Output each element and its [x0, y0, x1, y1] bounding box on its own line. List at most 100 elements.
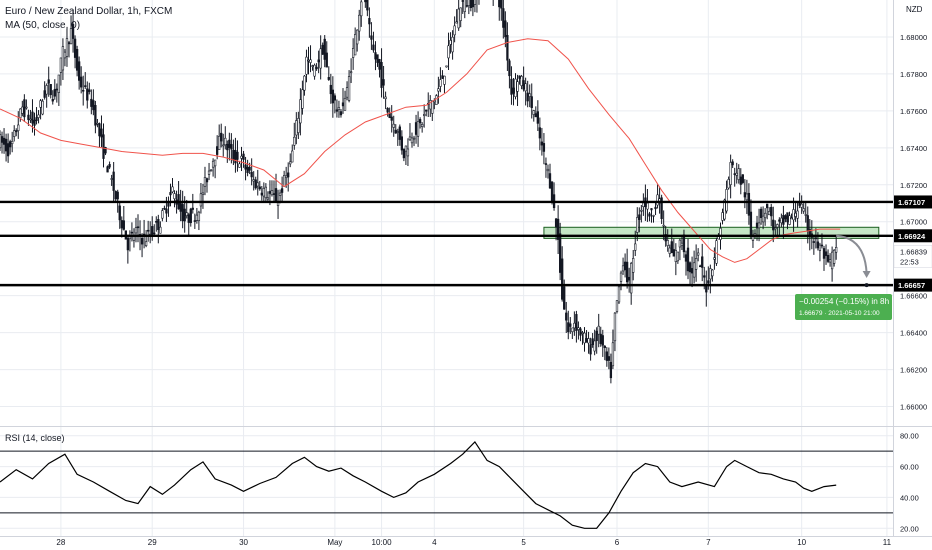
candle-up: [668, 244, 671, 258]
candle-body: [814, 237, 818, 240]
candle-body: [230, 144, 233, 150]
candle-down: [317, 50, 320, 74]
candle-body: [13, 130, 16, 137]
candle-down: [699, 264, 702, 268]
candle-down: [579, 326, 582, 342]
candle-body: [75, 48, 79, 71]
candle-body: [595, 330, 598, 342]
measure-text: −0.00254 (−0.15%) in 8h: [799, 297, 890, 306]
candle-body: [218, 135, 221, 150]
candle-down: [94, 100, 97, 134]
candle-down: [226, 140, 229, 163]
candle-body: [67, 42, 71, 45]
candle-down: [690, 256, 694, 288]
candle-down: [478, 0, 480, 5]
candle-body: [723, 199, 726, 220]
level-price-label: 1.66657: [898, 281, 925, 290]
candle-body: [593, 340, 596, 352]
candle-body: [260, 192, 263, 196]
candle-up: [45, 83, 48, 108]
candle-body: [715, 240, 718, 264]
candle-down: [394, 124, 397, 134]
candle-up: [727, 176, 730, 190]
candle-body: [780, 217, 783, 224]
candle-body: [325, 52, 328, 68]
candle-up: [356, 29, 359, 52]
candle-down: [331, 76, 334, 118]
candle-body: [242, 153, 245, 160]
candle-up: [632, 249, 635, 281]
candle-up: [63, 49, 67, 67]
candle-body: [666, 240, 669, 246]
candle-up: [835, 235, 838, 260]
candle-down: [548, 163, 552, 189]
candle-up: [289, 153, 292, 168]
time-tick-label: 7: [706, 538, 711, 547]
candle-down: [378, 58, 381, 78]
candle-down: [786, 212, 789, 230]
candle-body: [575, 314, 578, 332]
candle-body: [274, 188, 278, 202]
candle-down: [638, 207, 641, 233]
candle-body: [437, 88, 440, 92]
candle-body: [524, 83, 527, 92]
candle-body: [396, 131, 399, 133]
candle-up: [646, 189, 649, 222]
candle-body: [248, 166, 251, 171]
candle-up: [59, 57, 63, 86]
candle-body: [776, 224, 779, 228]
candle-up: [416, 111, 420, 147]
price-tick-label: 1.66200: [900, 366, 927, 375]
candle-body: [0, 136, 4, 143]
candle-up: [666, 229, 669, 252]
candle-body: [157, 219, 160, 231]
candles: [0, 0, 838, 384]
candle-up: [431, 100, 434, 121]
candle-body: [226, 143, 229, 151]
candle-body: [711, 269, 714, 277]
candle-body: [416, 121, 420, 137]
candle-down: [179, 189, 182, 222]
candle-up: [211, 158, 215, 177]
time-tick-label: 30: [239, 538, 248, 547]
candle-body: [642, 202, 645, 207]
candle-body: [280, 188, 284, 193]
candle-up: [61, 38, 65, 81]
candle-body: [500, 0, 503, 9]
candle-body: [305, 56, 308, 75]
candle-body: [193, 220, 196, 222]
candle-up: [449, 32, 452, 54]
candle-body: [49, 84, 52, 96]
candle-up: [621, 257, 625, 275]
candle-down: [329, 73, 332, 104]
candle-down: [327, 66, 330, 81]
candle-up: [256, 169, 259, 196]
candle-up: [29, 109, 32, 123]
candle-body: [69, 28, 73, 45]
candle-up: [207, 162, 211, 181]
candle-up: [617, 286, 621, 304]
candle-down: [15, 128, 18, 137]
currency-label: NZD: [906, 5, 923, 14]
candle-body: [719, 227, 722, 240]
candle-down: [53, 79, 56, 100]
candle-body: [739, 176, 742, 185]
candle-body: [757, 222, 761, 229]
candle-body: [508, 60, 511, 77]
price-tick-label: 1.66600: [900, 292, 927, 301]
candle-up: [311, 64, 314, 71]
candle-up: [794, 200, 797, 222]
candle-body: [92, 100, 95, 111]
candle-body: [589, 344, 592, 355]
candle-body: [2, 137, 6, 145]
candle-body: [804, 214, 807, 216]
candle-down: [98, 122, 101, 148]
candle-body: [96, 122, 99, 125]
candle-body: [100, 128, 103, 138]
candle-body: [51, 99, 54, 102]
arrow-head-icon: [862, 271, 871, 279]
candle-body: [90, 98, 93, 107]
candle-body: [646, 202, 649, 210]
candle-body: [461, 0, 464, 2]
candle-down: [112, 161, 115, 202]
